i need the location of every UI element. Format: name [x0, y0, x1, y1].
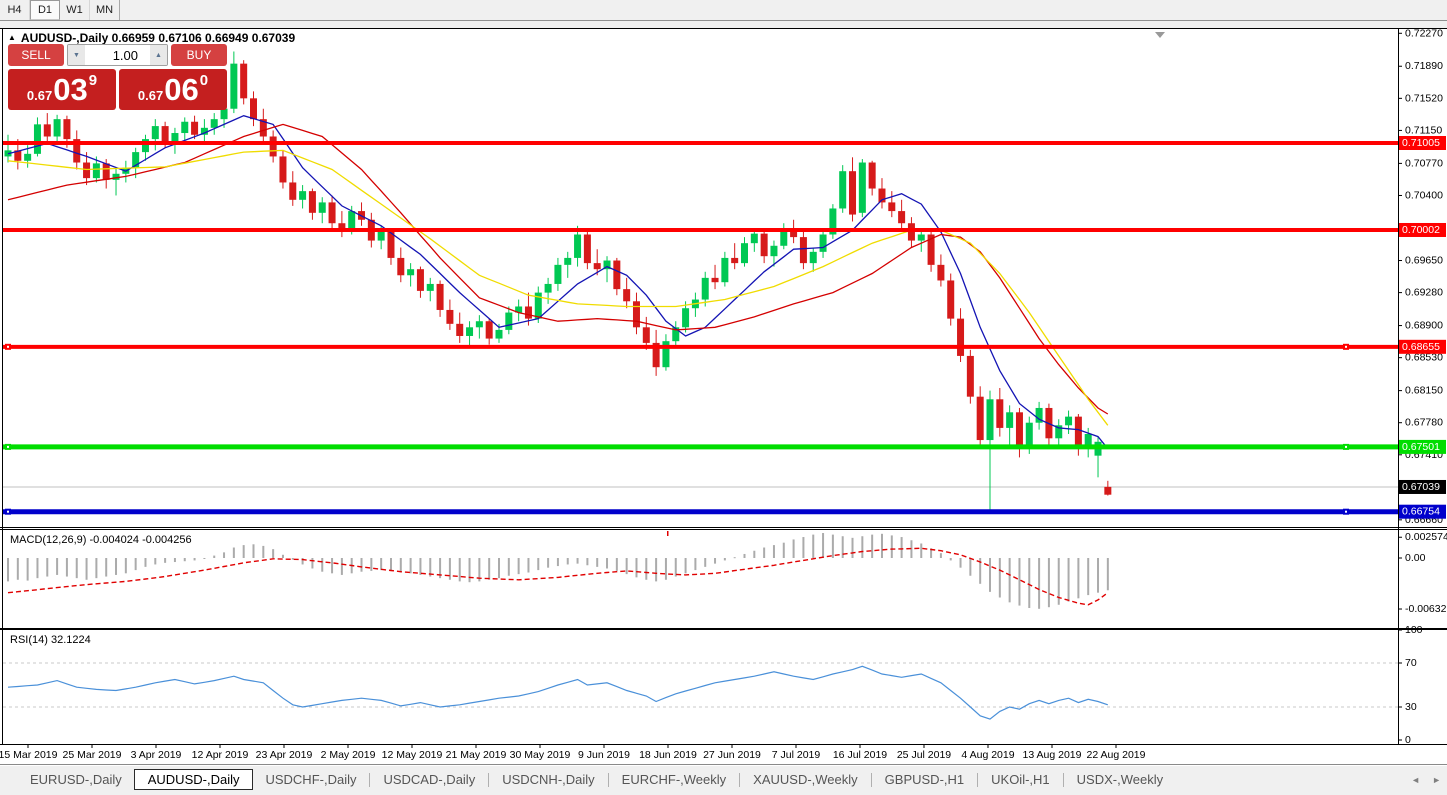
collapse-arrow-icon[interactable]: ▲	[8, 33, 16, 42]
buy-price-sup: 0	[200, 72, 208, 89]
up-arrow-icon: ▲	[155, 52, 162, 59]
svg-text:4 Aug 2019: 4 Aug 2019	[961, 749, 1014, 761]
chart-title-text: AUDUSD-,Daily 0.66959 0.67106 0.66949 0.…	[21, 31, 295, 45]
volume-decrease-button[interactable]: ▼	[68, 45, 85, 65]
svg-text:12 Apr 2019: 12 Apr 2019	[192, 749, 249, 761]
svg-text:16 Jul 2019: 16 Jul 2019	[833, 749, 887, 761]
down-arrow-icon: ▼	[73, 52, 80, 59]
svg-text:25 Jul 2019: 25 Jul 2019	[897, 749, 951, 761]
tab-scroll-right-icon[interactable]: ►	[1432, 775, 1441, 785]
volume-spinner[interactable]: ▼ 1.00 ▲	[67, 44, 168, 66]
buy-price-prefix: 0.67	[138, 88, 163, 103]
tab-divider	[1063, 773, 1064, 787]
svg-text:25 Mar 2019: 25 Mar 2019	[63, 749, 122, 761]
chart-tab-xauusd[interactable]: XAUUSD-,Weekly	[741, 770, 870, 789]
chart-tab-ukoil[interactable]: UKOil-,H1	[979, 770, 1062, 789]
svg-text:0.68900: 0.68900	[1405, 320, 1443, 332]
svg-text:0.70400: 0.70400	[1405, 189, 1443, 201]
tab-divider	[369, 773, 370, 787]
svg-text:70: 70	[1405, 657, 1417, 669]
volume-increase-button[interactable]: ▲	[150, 45, 167, 65]
timeframe-button-mn[interactable]: MN	[90, 0, 120, 20]
tab-divider	[739, 773, 740, 787]
svg-text:MACD(12,26,9) -0.004024 -0.004: MACD(12,26,9) -0.004024 -0.004256	[10, 534, 192, 546]
svg-text:0.67780: 0.67780	[1405, 417, 1443, 429]
chart-title: ▲ AUDUSD-,Daily 0.66959 0.67106 0.66949 …	[8, 31, 295, 45]
chart-tab-audusd[interactable]: AUDUSD-,Daily	[134, 769, 254, 790]
svg-text:0.70002: 0.70002	[1402, 224, 1440, 236]
svg-text:3 Apr 2019: 3 Apr 2019	[131, 749, 182, 761]
sell-price-sup: 9	[89, 72, 97, 89]
svg-text:0.002574: 0.002574	[1405, 531, 1447, 543]
svg-text:22 Aug 2019: 22 Aug 2019	[1087, 749, 1146, 761]
svg-text:-0.006326: -0.006326	[1405, 603, 1447, 615]
timeframe-button-h4[interactable]: H4	[0, 0, 30, 20]
svg-text:2 May 2019: 2 May 2019	[321, 749, 376, 761]
svg-text:9 Jun 2019: 9 Jun 2019	[578, 749, 630, 761]
timeframe-button-d1[interactable]: D1	[30, 0, 60, 20]
svg-text:0.70770: 0.70770	[1405, 157, 1443, 169]
svg-text:0.69280: 0.69280	[1405, 287, 1443, 299]
svg-text:0.71150: 0.71150	[1405, 124, 1442, 136]
svg-text:12 May 2019: 12 May 2019	[382, 749, 443, 761]
timeframe-button-w1[interactable]: W1	[60, 0, 90, 20]
tab-divider	[488, 773, 489, 787]
chart-tab-eurchf[interactable]: EURCHF-,Weekly	[610, 770, 739, 789]
tab-divider	[608, 773, 609, 787]
svg-text:30: 30	[1405, 701, 1417, 713]
svg-text:0.68655: 0.68655	[1402, 341, 1440, 353]
tab-scroll-arrows: ◄ ►	[1411, 765, 1441, 795]
svg-text:0.68150: 0.68150	[1405, 385, 1443, 397]
chart-tab-usdchf[interactable]: USDCHF-,Daily	[253, 770, 368, 789]
svg-text:27 Jun 2019: 27 Jun 2019	[703, 749, 761, 761]
tab-scroll-left-icon[interactable]: ◄	[1411, 775, 1420, 785]
chart-tab-gbpusd[interactable]: GBPUSD-,H1	[873, 770, 976, 789]
svg-text:0.71890: 0.71890	[1405, 60, 1443, 72]
svg-text:18 Jun 2019: 18 Jun 2019	[639, 749, 697, 761]
chart-tab-usdx[interactable]: USDX-,Weekly	[1065, 770, 1175, 789]
volume-value[interactable]: 1.00	[85, 45, 150, 65]
sell-button[interactable]: SELL	[8, 44, 64, 66]
chart-tab-eurusd[interactable]: EURUSD-,Daily	[18, 770, 134, 789]
chart-canvas[interactable]: 0.72270 0.71890 0.71520 0.71150 0.70770 0.704…	[0, 28, 1447, 764]
svg-text:0.71005: 0.71005	[1402, 137, 1440, 149]
sell-price-prefix: 0.67	[27, 88, 52, 103]
svg-text:0.69650: 0.69650	[1405, 255, 1443, 267]
chart-tab-usdcnh[interactable]: USDCNH-,Daily	[490, 770, 606, 789]
buy-price-big: 06	[164, 74, 198, 105]
svg-text:21 May 2019: 21 May 2019	[446, 749, 507, 761]
svg-text:0.72270: 0.72270	[1405, 28, 1443, 39]
tab-divider	[871, 773, 872, 787]
svg-text:7 Jul 2019: 7 Jul 2019	[772, 749, 821, 761]
svg-text:0.67501: 0.67501	[1402, 441, 1440, 453]
tab-divider	[977, 773, 978, 787]
svg-text:0.00: 0.00	[1405, 552, 1426, 564]
svg-text:0.71520: 0.71520	[1405, 92, 1443, 104]
buy-button[interactable]: BUY	[171, 44, 227, 66]
svg-text:23 Apr 2019: 23 Apr 2019	[256, 749, 313, 761]
chart-tab-usdcad[interactable]: USDCAD-,Daily	[371, 770, 487, 789]
svg-text:0.67039: 0.67039	[1402, 481, 1440, 493]
svg-text:15 Mar 2019: 15 Mar 2019	[0, 749, 58, 761]
svg-text:RSI(14) 32.1224: RSI(14) 32.1224	[10, 634, 91, 646]
svg-text:13 Aug 2019: 13 Aug 2019	[1023, 749, 1082, 761]
svg-text:30 May 2019: 30 May 2019	[510, 749, 571, 761]
sell-price-big: 03	[53, 74, 87, 105]
svg-text:0.66754: 0.66754	[1402, 506, 1440, 518]
